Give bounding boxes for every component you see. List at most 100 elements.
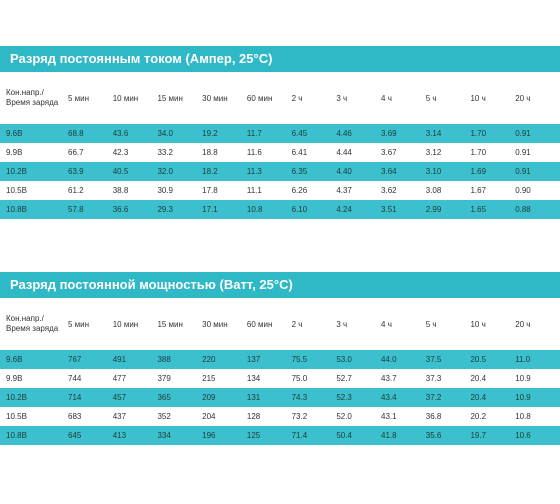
table-cell: 4.46 <box>336 124 382 143</box>
table-cell: 52.7 <box>336 369 382 388</box>
table-cell: 37.5 <box>425 350 471 369</box>
table-cell: 30.9 <box>157 181 203 200</box>
table-cell: 3.51 <box>381 200 426 219</box>
table-cell: 352 <box>157 407 203 426</box>
table-cell: 18.2 <box>202 162 247 181</box>
column-header: 3 ч <box>336 319 348 329</box>
row-label: 9.9В <box>0 143 68 162</box>
table-cell: 42.3 <box>112 143 158 162</box>
table-cell: 34.0 <box>157 124 203 143</box>
column-header: 4 ч <box>381 319 392 329</box>
table-cell: 38.8 <box>112 181 158 200</box>
table-row: 9.6В 767 491 388 220 137 75.5 53.0 44.0 … <box>0 350 560 369</box>
table-cell: 1.70 <box>470 143 516 162</box>
table-cell: 50.4 <box>336 426 382 445</box>
table-cell: 36.6 <box>112 200 158 219</box>
table-cell: 204 <box>202 407 247 426</box>
table-cell: 3.12 <box>425 143 471 162</box>
table-cell: 0.91 <box>515 143 560 162</box>
table-cell: 767 <box>68 350 113 369</box>
column-header: 3 ч <box>336 93 348 103</box>
table-cell: 10.9 <box>515 369 560 388</box>
table-cell: 220 <box>202 350 247 369</box>
table-cell: 57.8 <box>68 200 113 219</box>
table-cell: 35.6 <box>425 426 471 445</box>
column-header: 5 ч <box>425 93 437 103</box>
header-corner-cell: Кон.напр./Время заряда <box>0 72 68 124</box>
table-cell: 37.2 <box>425 388 471 407</box>
table-cell: 6.26 <box>291 181 337 200</box>
table-cell: 0.91 <box>515 124 560 143</box>
table-cell: 457 <box>112 388 158 407</box>
table-row: 10.5В 683 437 352 204 128 73.2 52.0 43.1… <box>0 407 560 426</box>
table-cell: 388 <box>157 350 203 369</box>
header-corner-cell: Кон.напр./Время заряда <box>0 298 68 350</box>
table-cell: 73.2 <box>291 407 337 426</box>
column-header: 60 мин <box>246 93 273 103</box>
table-cell: 4.44 <box>336 143 382 162</box>
table-row: 9.6В 68.8 43.6 34.0 19.2 11.7 6.45 4.46 … <box>0 124 560 143</box>
table-cell: 11.3 <box>246 162 292 181</box>
table-cell: 6.45 <box>291 124 337 143</box>
header-line-1: Кон.напр./ <box>6 314 44 323</box>
header-line-2: Время заряда <box>6 324 59 333</box>
table-cell: 1.69 <box>470 162 516 181</box>
table-row: 9.9В 744 477 379 215 134 75.0 52.7 43.7 … <box>0 369 560 388</box>
table-cell: 66.7 <box>68 143 113 162</box>
column-header: 10 мин <box>112 319 139 329</box>
table-cell: 437 <box>112 407 158 426</box>
table-cell: 52.0 <box>336 407 382 426</box>
table-cell: 0.90 <box>515 181 560 200</box>
table-cell: 1.67 <box>470 181 516 200</box>
table-cell: 29.3 <box>157 200 203 219</box>
column-header: 30 мин <box>202 93 228 103</box>
header-line-1: Кон.напр./ <box>6 88 44 97</box>
column-header: 4 ч <box>381 93 392 103</box>
table-cell: 10.9 <box>515 388 560 407</box>
table-cell: 4.40 <box>336 162 382 181</box>
column-header: 10 мин <box>112 93 139 103</box>
table-cell: 3.69 <box>381 124 426 143</box>
table-row: 10.2В 714 457 365 209 131 74.3 52.3 43.4… <box>0 388 560 407</box>
table-cell: 3.14 <box>425 124 471 143</box>
row-label: 10.5В <box>0 407 68 426</box>
table-cell: 75.5 <box>291 350 337 369</box>
table-cell: 3.67 <box>381 143 426 162</box>
table-cell: 0.88 <box>515 200 560 219</box>
table-cell: 683 <box>68 407 113 426</box>
table-cell: 17.8 <box>202 181 247 200</box>
table-cell: 3.08 <box>425 181 471 200</box>
header-line-2: Время заряда <box>6 98 59 107</box>
table-cell: 334 <box>157 426 203 445</box>
table-cell: 40.5 <box>112 162 158 181</box>
row-label: 9.9В <box>0 369 68 388</box>
current-discharge-table: Кон.напр./Время заряда 5 мин 10 мин 15 м… <box>0 72 560 219</box>
table-cell: 53.0 <box>336 350 382 369</box>
table-cell: 4.37 <box>336 181 382 200</box>
table-cell: 0.91 <box>515 162 560 181</box>
table-cell: 61.2 <box>68 181 113 200</box>
row-label: 10.2В <box>0 388 68 407</box>
table-cell: 33.2 <box>157 143 203 162</box>
table-cell: 32.0 <box>157 162 203 181</box>
row-label: 9.6В <box>0 124 68 143</box>
table-cell: 10.8 <box>515 407 560 426</box>
table-cell: 3.62 <box>381 181 426 200</box>
table-cell: 19.2 <box>202 124 247 143</box>
table-cell: 11.1 <box>246 181 292 200</box>
row-label: 9.6В <box>0 350 68 369</box>
table-cell: 71.4 <box>291 426 337 445</box>
column-header: 2 ч <box>291 93 303 103</box>
column-header: 60 мин <box>246 319 273 329</box>
table-cell: 215 <box>202 369 247 388</box>
table-row: 10.5В 61.2 38.8 30.9 17.8 11.1 6.26 4.37… <box>0 181 560 200</box>
table-cell: 11.6 <box>246 143 292 162</box>
table-cell: 17.1 <box>202 200 247 219</box>
column-header: 5 ч <box>425 319 437 329</box>
table-cell: 2.99 <box>425 200 471 219</box>
table-row: 10.8В 57.8 36.6 29.3 17.1 10.8 6.10 4.24… <box>0 200 560 219</box>
table-cell: 20.5 <box>470 350 516 369</box>
column-header: 20 ч <box>515 319 531 329</box>
table-cell: 18.8 <box>202 143 247 162</box>
table-cell: 645 <box>68 426 113 445</box>
